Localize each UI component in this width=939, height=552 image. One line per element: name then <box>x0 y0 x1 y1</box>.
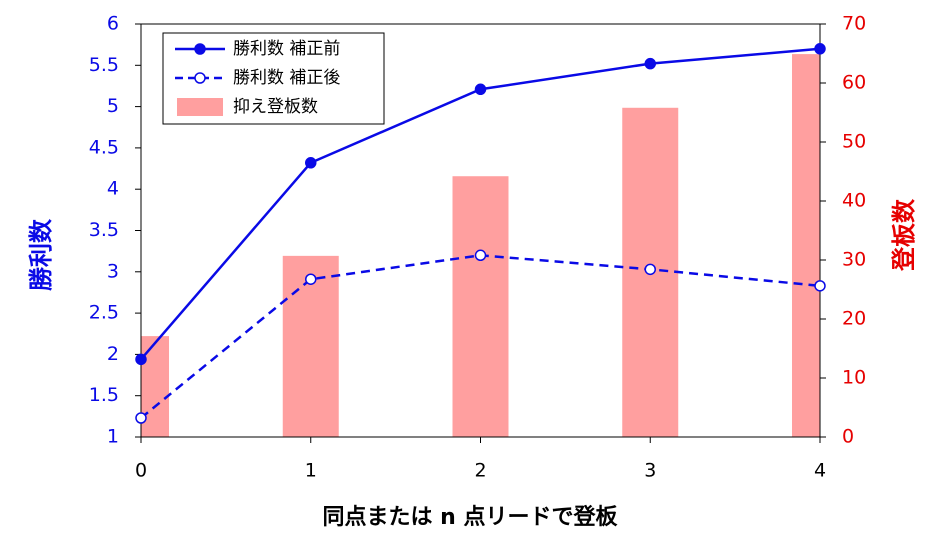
point <box>814 280 826 292</box>
x-tick-label: 3 <box>644 460 656 482</box>
x-tick-label: 4 <box>814 460 826 482</box>
y-tick-label: 3.5 <box>89 219 119 241</box>
point <box>305 157 317 169</box>
y2-tick-label: 0 <box>842 426 854 448</box>
y-axis-label: 勝利数 <box>27 218 55 291</box>
y2-tick-label: 10 <box>842 367 866 389</box>
point <box>644 263 656 276</box>
point <box>135 412 147 424</box>
point <box>474 249 487 262</box>
point <box>644 57 656 70</box>
x-tick-label: 2 <box>474 460 486 482</box>
legend-marker <box>194 72 206 84</box>
x-tick-label: 0 <box>135 460 147 482</box>
legend-label: 抑え登板数 <box>233 97 318 117</box>
bar <box>792 54 820 437</box>
y2-tick-label: 50 <box>842 131 866 153</box>
y2-tick-label: 70 <box>842 13 866 35</box>
y-tick-label: 5.5 <box>89 54 119 76</box>
x-tick-label: 1 <box>305 460 317 482</box>
y-tick-label: 1 <box>107 426 119 448</box>
y2-tick-label: 60 <box>842 72 866 94</box>
y2-tick-label: 40 <box>842 190 866 212</box>
point <box>814 43 826 55</box>
point <box>305 273 317 285</box>
y-tick-label: 2 <box>107 343 119 365</box>
y-tick-label: 5 <box>107 95 119 117</box>
y-tick-label: 2.5 <box>89 302 119 324</box>
bar <box>452 176 509 437</box>
bar <box>282 255 339 437</box>
y2-tick-label: 20 <box>842 308 866 330</box>
legend-marker <box>194 43 206 55</box>
legend-swatch <box>177 98 223 116</box>
y-tick-label: 4 <box>107 178 119 200</box>
point <box>474 83 487 96</box>
plot-area <box>141 54 820 437</box>
y-tick-label: 3 <box>107 260 119 282</box>
point <box>135 353 147 366</box>
legend-label: 勝利数 補正前 <box>233 39 340 59</box>
y-tick-label: 1.5 <box>89 384 119 406</box>
x-axis-label: 同点または n 点リードで登板 <box>323 504 619 530</box>
y-tick-label: 6 <box>107 13 119 35</box>
y-tick-label: 4.5 <box>89 136 119 158</box>
legend-label: 勝利数 補正後 <box>233 68 340 88</box>
y2-axis-label: 登板数 <box>890 198 918 272</box>
y2-tick-label: 30 <box>842 249 866 271</box>
